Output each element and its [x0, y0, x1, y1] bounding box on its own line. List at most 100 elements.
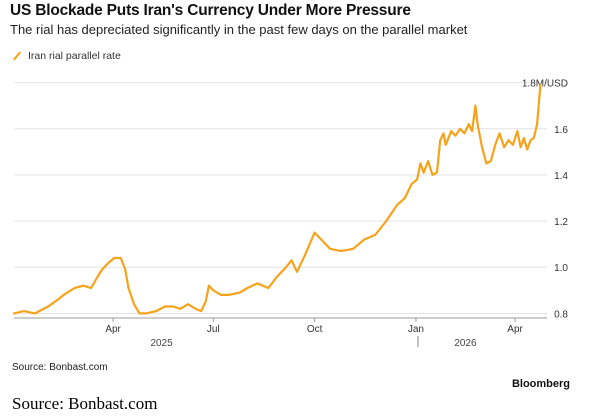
data-point-41: [318, 236, 320, 239]
data-point-9: [96, 275, 99, 278]
data-point-7: [82, 284, 85, 287]
data-point-22: [179, 307, 182, 310]
legend-label: Iran rial parallel rate: [28, 50, 121, 62]
data-point-10: [101, 268, 103, 271]
data-point-12: [113, 257, 116, 259]
data-point-32: [246, 287, 249, 289]
data-point-59: [444, 144, 447, 146]
data-point-58: [442, 132, 445, 135]
y-tick-label-1: 1.6: [554, 125, 568, 136]
y-tick-label-3: 1.2: [554, 217, 568, 228]
data-point-65: [471, 130, 473, 133]
data-point-66: [474, 104, 477, 107]
data-point-80: [529, 139, 532, 142]
data-point-53: [422, 171, 425, 174]
data-point-13: [119, 257, 122, 259]
chart-subtitle: The rial has depreciated significantly i…: [10, 22, 468, 37]
x-tick-label-0: Apr: [105, 324, 121, 335]
image-caption: Source: Bonbast.com: [12, 394, 158, 413]
data-point-23: [187, 303, 189, 306]
y-axis-ticks: 1.8M/USD 1.6 1.4 1.2 1.0 0.8: [522, 79, 569, 321]
data-point-76: [516, 130, 519, 133]
data-point-28: [212, 289, 215, 292]
data-point-39: [303, 254, 306, 257]
chart-title: US Blockade Puts Iran's Currency Under M…: [10, 2, 411, 19]
data-point-40: [313, 231, 316, 234]
data-point-24: [194, 307, 197, 310]
data-point-74: [507, 139, 510, 142]
data-point-61: [454, 134, 457, 137]
data-point-73: [503, 146, 505, 149]
data-point-1: [23, 310, 25, 312]
data-point-79: [526, 148, 529, 151]
series-line-0: [12, 83, 542, 315]
data-point-51: [416, 178, 418, 181]
data-point-26: [204, 300, 207, 303]
data-point-30: [227, 294, 230, 296]
x-axis-ticks: Apr Jul Oct Jan Apr 2025 2026: [14, 317, 547, 349]
y-tick-label-4: 1.0: [554, 263, 568, 274]
x-tick-label-4: Apr: [507, 324, 523, 335]
x-tick-label-2: Oct: [307, 324, 323, 335]
data-point-4: [57, 298, 59, 301]
data-point-77: [519, 146, 522, 149]
grid-lines: [14, 82, 547, 314]
data-point-15: [127, 287, 130, 289]
data-point-38: [296, 270, 298, 273]
data-point-0: [13, 312, 15, 315]
data-point-11: [107, 261, 110, 264]
line-chart: 1.8M/USD 1.6 1.4 1.2 1.0 0.8 Apr Jul Oct Jan Apr 2…: [12, 79, 569, 349]
x-tick-label-3: Jan: [408, 324, 424, 335]
data-point-78: [523, 137, 525, 139]
data-point-63: [463, 132, 466, 135]
data-point-17: [138, 312, 141, 315]
data-point-72: [498, 132, 501, 135]
legend-line-swatch: [13, 51, 21, 61]
data-point-36: [285, 266, 287, 269]
data-point-44: [352, 247, 355, 250]
data-point-71: [494, 144, 497, 146]
data-point-21: [171, 305, 174, 308]
data-point-82: [536, 123, 538, 126]
data-point-62: [459, 127, 461, 130]
data-point-69: [485, 162, 488, 165]
data-point-47: [385, 220, 388, 223]
data-point-14: [124, 268, 127, 271]
data-point-45: [363, 238, 366, 241]
y-tick-label-5: 0.8: [554, 309, 568, 320]
data-point-70: [489, 160, 492, 163]
data-point-68: [481, 146, 483, 149]
data-point-83: [539, 84, 542, 86]
data-point-29: [220, 294, 222, 296]
source-note: Source: Bonbast.com: [12, 362, 108, 373]
data-point-43: [340, 250, 342, 253]
data-point-3: [47, 305, 49, 308]
data-point-49: [404, 197, 406, 199]
data-point-5: [62, 294, 65, 296]
data-point-2: [34, 312, 36, 315]
data-point-75: [512, 144, 514, 146]
data-point-48: [396, 204, 399, 206]
data-point-37: [290, 259, 293, 262]
data-point-54: [427, 160, 429, 163]
y-tick-label-0: 1.8M/USD: [522, 79, 568, 90]
data-point-81: [532, 137, 535, 139]
data-point-52: [419, 162, 422, 165]
y-tick-label-2: 1.4: [554, 171, 568, 182]
data-point-8: [90, 287, 92, 289]
data-point-27: [208, 284, 210, 287]
data-point-6: [73, 287, 76, 289]
data-point-60: [450, 130, 453, 133]
data-point-33: [256, 282, 259, 285]
data-point-31: [238, 291, 241, 294]
data-point-57: [439, 139, 442, 142]
data-point-64: [467, 123, 470, 126]
data-point-25: [200, 310, 203, 312]
data-point-20: [164, 305, 166, 308]
data-point-42: [329, 247, 331, 250]
data-point-67: [476, 123, 479, 126]
bloomberg-logo: Bloomberg: [511, 378, 570, 390]
x-year-label-1: 2026: [454, 338, 477, 349]
data-point-18: [145, 312, 148, 315]
data-point-46: [374, 234, 377, 236]
